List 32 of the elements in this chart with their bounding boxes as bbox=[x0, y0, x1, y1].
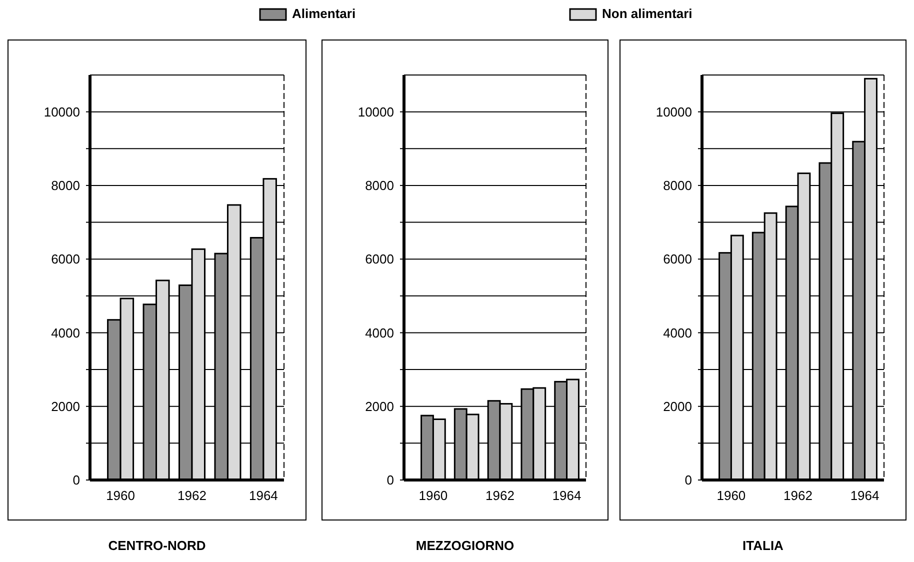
text: CENTRO-NORD bbox=[108, 538, 206, 553]
y-tick-label: 4000 bbox=[365, 325, 394, 340]
text: ITALIA bbox=[742, 538, 784, 553]
y-tick-label: 0 bbox=[72, 472, 80, 488]
x-tick-label: 1960 bbox=[716, 488, 746, 503]
y-tick-label: 10000 bbox=[656, 104, 692, 120]
legend-label: Non alimentari bbox=[602, 6, 692, 21]
y-tick-label: 8000 bbox=[663, 178, 692, 194]
y-tick-label: 0 bbox=[684, 472, 692, 488]
text: MEZZOGIORNO bbox=[416, 538, 514, 553]
y-tick-label: 8000 bbox=[51, 178, 80, 194]
y-tick-label: 6000 bbox=[663, 252, 692, 267]
x-tick-label: 1960 bbox=[418, 488, 448, 503]
y-tick-label: 4000 bbox=[663, 325, 692, 340]
y-tick-label: 6000 bbox=[51, 252, 80, 267]
x-tick-label: 1962 bbox=[178, 488, 206, 503]
y-tick-label: 2000 bbox=[51, 398, 80, 414]
y-tick-label: 10000 bbox=[44, 104, 80, 120]
y-tick-label: 10000 bbox=[358, 104, 394, 120]
x-tick-label: 1964 bbox=[248, 488, 278, 503]
y-tick-label: 8000 bbox=[365, 178, 394, 194]
y-tick-label: 2000 bbox=[663, 398, 692, 414]
y-tick-label: 6000 bbox=[365, 252, 394, 267]
legend-label: Alimentari bbox=[292, 6, 356, 21]
y-tick-label: 2000 bbox=[365, 398, 394, 414]
y-tick-label: 0 bbox=[386, 472, 394, 488]
x-tick-label: 1964 bbox=[850, 488, 880, 503]
x-tick-label: 1964 bbox=[552, 488, 582, 503]
x-tick-label: 1962 bbox=[486, 488, 514, 503]
y-tick-label: 4000 bbox=[51, 325, 80, 340]
x-tick-label: 1962 bbox=[784, 488, 812, 503]
x-tick-label: 1960 bbox=[106, 488, 136, 503]
